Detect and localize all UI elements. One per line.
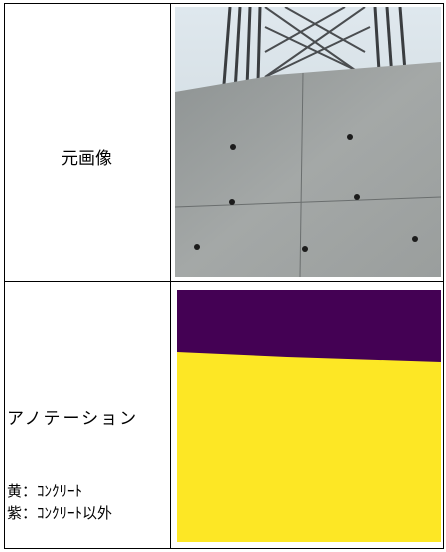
- original-image: [175, 7, 441, 277]
- legend-item: 紫：ｺﾝｸﾘｰﾄ以外: [7, 504, 113, 522]
- column-divider: [170, 4, 171, 548]
- row-label: アノテーション: [7, 409, 139, 429]
- legend-item: 黄：ｺﾝｸﾘｰﾄ: [7, 482, 83, 500]
- annotation-image: [177, 290, 441, 542]
- row-divider: [5, 281, 443, 282]
- table: 元画像 アノテーション 黄：ｺﾝｸﾘｰﾄ 紫：ｺﾝｸﾘｰﾄ以外: [4, 3, 444, 549]
- row-label: 元画像: [61, 149, 112, 169]
